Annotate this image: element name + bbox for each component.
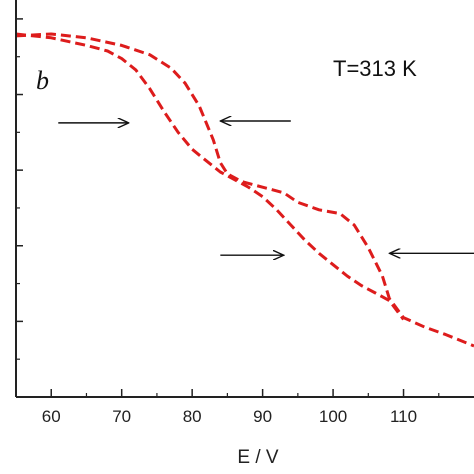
series-line-1 (15, 32, 405, 321)
x-tick-label: 110 (390, 407, 417, 426)
x-tick-label: 60 (42, 407, 61, 426)
temperature-annotation: T=313 K (333, 56, 417, 81)
x-tick-label: 80 (183, 407, 202, 426)
series-line-2 (15, 32, 474, 348)
x-tick-label: 100 (319, 407, 347, 426)
plot-area (15, 32, 474, 348)
x-axis-label: E / V (237, 447, 279, 468)
x-tick-label: 70 (112, 407, 131, 426)
axes-layer (15, 0, 474, 398)
x-tick-label: 90 (253, 407, 272, 426)
arrows-layer (58, 121, 474, 255)
ticks-layer: 60 70 80 90 100 110 (16, 18, 440, 426)
panel-label: b (36, 66, 49, 95)
